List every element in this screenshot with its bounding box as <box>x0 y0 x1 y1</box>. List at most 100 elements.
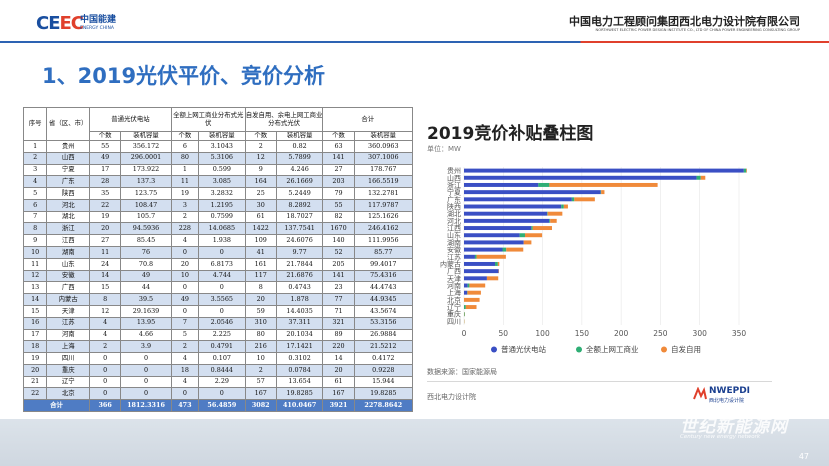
table-cell: 14 <box>89 269 122 283</box>
table-cell: 11 <box>22 257 48 271</box>
x-tick-label: 350 <box>732 329 747 338</box>
table-cell: 2.225 <box>198 328 246 342</box>
table-cell: 0 <box>89 375 122 389</box>
table-row: 13 广西 15 44 0 0 8 0.4743 23 44.4743 <box>22 281 414 295</box>
category-label: 广西 <box>447 267 461 276</box>
bar-segment <box>547 211 563 216</box>
category-label: 山东 <box>447 231 461 240</box>
legend-label: 自发自用 <box>671 344 701 354</box>
bar-segment <box>574 197 595 202</box>
total-cell: 3921 <box>322 399 355 412</box>
table-cell: 0 <box>120 363 172 377</box>
table-cell: 14 <box>322 352 355 365</box>
table-cell: 24.6076 <box>275 234 324 248</box>
table-cell: 21.7844 <box>275 257 324 271</box>
table-cell: 21 <box>22 375 48 389</box>
table-cell: 4 <box>170 352 200 365</box>
table-cell: 39.5 <box>120 293 172 306</box>
bar-segment <box>464 261 496 266</box>
table-cell: 3.2832 <box>198 187 246 200</box>
category-label: 河南 <box>447 281 461 290</box>
table-cell: 10 <box>22 246 48 259</box>
table-cell: 广东 <box>46 175 91 189</box>
table-cell: 5.3106 <box>198 151 246 165</box>
bar-segment <box>464 290 468 295</box>
category-label: 重庆 <box>447 310 461 319</box>
table-cell: 44 <box>120 281 172 295</box>
table-cell: 27 <box>322 163 355 177</box>
table-cell: 9 <box>244 163 277 177</box>
category-label: 河北 <box>447 217 461 225</box>
bar-segment <box>464 211 548 216</box>
bar-segment <box>464 297 480 302</box>
nwepdi-logo: NWEPDI 西北电力设计院 <box>693 385 773 407</box>
table-cell: 24 <box>89 257 122 271</box>
table-cell: 5.2449 <box>275 187 324 200</box>
table-cell: 18 <box>170 363 200 377</box>
table-cell: 4.744 <box>198 269 246 283</box>
table-cell: 25 <box>244 187 277 200</box>
table-cell: 0 <box>170 387 200 401</box>
table-cell: 13.654 <box>275 375 324 389</box>
bar-segment <box>474 254 477 259</box>
total-cell: 366 <box>89 399 122 412</box>
table-cell: 14.0685 <box>198 222 246 236</box>
table-cell: 12 <box>22 269 48 283</box>
table-cell: 79 <box>322 187 355 200</box>
legend-marker <box>661 346 667 353</box>
table-cell: 4 <box>170 234 200 248</box>
category-label: 浙江 <box>447 180 461 189</box>
watermark: 世纪新能源网 Century new energy network <box>660 410 790 450</box>
table-row: 6 河北 22 108.47 3 1.2195 30 8.2892 55 117.9787 <box>22 198 414 212</box>
table-cell: 2.0546 <box>198 316 246 330</box>
bar-segment <box>532 226 552 231</box>
table-cell: 0 <box>170 246 200 259</box>
table-cell: 310 <box>244 316 277 330</box>
logo-cn-text: 中国能建 <box>80 15 117 25</box>
header-capacity: 装机容量 <box>120 131 172 141</box>
table-cell: 1 <box>170 163 200 177</box>
page-number: 47 <box>798 452 809 461</box>
nwepdi-logo-en: NWEPDI <box>709 386 751 396</box>
table-cell: 0.107 <box>198 352 246 365</box>
bar-segment <box>531 226 533 231</box>
table-cell: 5 <box>170 328 200 342</box>
category-label: 天津 <box>447 275 461 283</box>
table-cell: 7 <box>170 316 200 330</box>
table-cell: 30 <box>244 198 277 212</box>
table-cell: 15.944 <box>353 375 414 389</box>
bottom-band <box>0 419 829 466</box>
table-body: 1 贵州 55 356.172 6 3.1043 2 0.82 63 360.0963 2 山西 49 2… <box>22 140 414 412</box>
table-cell: 8 <box>22 222 48 236</box>
table-cell: 75.4316 <box>353 269 414 283</box>
table-cell: 53.3156 <box>353 316 414 330</box>
table-cell: 220 <box>322 340 355 354</box>
table-cell: 山西 <box>46 151 91 165</box>
bar-segment <box>538 182 550 187</box>
bar-segment <box>465 305 477 310</box>
chart-unit: 单位：MW <box>427 145 461 153</box>
table-row: 14 内蒙古 8 39.5 49 3.5565 20 1.878 77 44.9345 <box>22 293 414 306</box>
table-cell: 14 <box>22 293 48 306</box>
table-cell: 141 <box>322 269 355 283</box>
category-label: 广东 <box>447 195 461 204</box>
total-label: 合计 <box>22 399 91 412</box>
table-cell: 6.8173 <box>198 257 246 271</box>
table-cell: 80 <box>244 328 277 342</box>
category-label: 贵州 <box>447 166 461 175</box>
table-cell: 1422 <box>244 222 277 236</box>
table-cell: 1.938 <box>198 234 246 248</box>
chart-title: 2019竞价补贴叠柱图 <box>427 124 594 144</box>
table-row: 18 上海 2 3.9 2 0.4791 216 17.1421 220 21.5212 <box>22 340 414 354</box>
table-cell: 20.1034 <box>275 328 324 342</box>
table-cell: 166.5519 <box>353 175 414 189</box>
header-count: 个数 <box>244 131 277 141</box>
table-cell: 13 <box>22 281 48 295</box>
table-cell: 109 <box>244 234 277 248</box>
table-row: 4 广东 28 137.3 11 3.085 164 26.1669 203 166.5519 <box>22 175 414 189</box>
table-cell: 105.7 <box>120 210 172 224</box>
table-cell: 3.9 <box>120 340 172 354</box>
table-cell: 8.2892 <box>275 198 324 212</box>
table-cell: 1.2195 <box>198 198 246 212</box>
table-cell: 167 <box>244 387 277 401</box>
